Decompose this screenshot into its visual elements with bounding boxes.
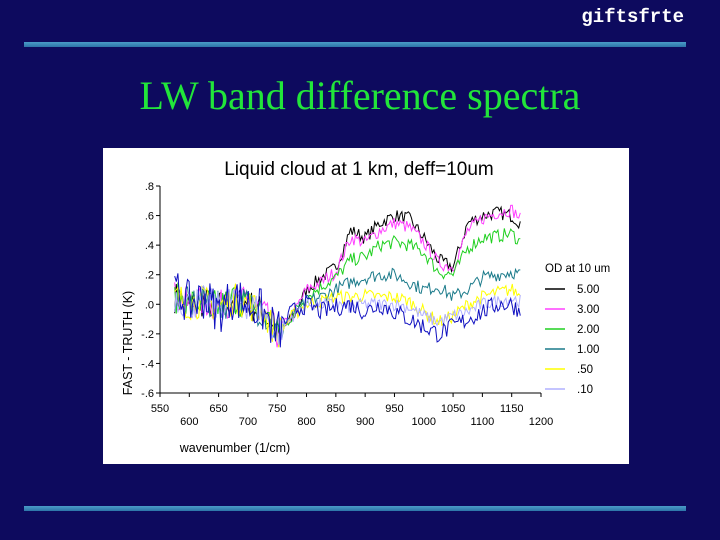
legend-title: OD at 10 um <box>545 263 610 275</box>
x-tick-label: 900 <box>356 416 374 428</box>
x-tick-label: 550 <box>151 403 169 415</box>
x-tick-label: 1050 <box>441 403 465 415</box>
bottom-divider <box>24 506 686 511</box>
x-tick-label: 1200 <box>529 416 553 428</box>
y-tick-label: .8 <box>145 181 154 193</box>
legend-label: 1.00 <box>577 344 599 356</box>
y-tick-label: .6 <box>145 211 154 223</box>
legend-label: .10 <box>577 384 593 396</box>
y-tick-label: .0 <box>145 299 154 311</box>
series-line <box>174 205 521 340</box>
series-line <box>174 283 521 348</box>
series-line <box>174 273 521 348</box>
x-tick-label: 1100 <box>471 416 495 428</box>
header-label: giftsfrte <box>581 6 684 28</box>
x-tick-label: 1150 <box>500 403 524 415</box>
legend-label: 3.00 <box>577 304 599 316</box>
x-tick-label: 850 <box>327 403 345 415</box>
x-axis-label: wavenumber (1/cm) <box>179 441 290 455</box>
chart-figure: Liquid cloud at 1 km, deff=10um FAST - T… <box>103 148 629 464</box>
y-tick-label: -.2 <box>141 329 154 341</box>
legend-label: 2.00 <box>577 324 599 336</box>
y-tick-label: -.6 <box>141 388 154 400</box>
chart-title: Liquid cloud at 1 km, deff=10um <box>224 159 494 180</box>
top-divider <box>24 42 686 47</box>
series-line <box>174 228 521 337</box>
series-line <box>174 204 521 348</box>
y-tick-label: .4 <box>145 240 154 252</box>
x-tick-label: 800 <box>297 416 315 428</box>
y-tick-label: -.4 <box>141 358 154 370</box>
x-tick-label: 700 <box>239 416 257 428</box>
spectra-chart: Liquid cloud at 1 km, deff=10um FAST - T… <box>121 159 610 455</box>
x-tick-label: 750 <box>268 403 286 415</box>
y-axis-label: FAST - TRUTH (K) <box>121 291 135 395</box>
legend-label: 5.00 <box>577 284 599 296</box>
legend-label: .50 <box>577 364 593 376</box>
x-tick-label: 1000 <box>412 416 436 428</box>
slide-title: LW band difference spectra <box>139 73 581 118</box>
y-tick-label: .2 <box>145 270 154 282</box>
x-tick-label: 600 <box>180 416 198 428</box>
x-tick-label: 650 <box>209 403 227 415</box>
x-tick-label: 950 <box>385 403 403 415</box>
